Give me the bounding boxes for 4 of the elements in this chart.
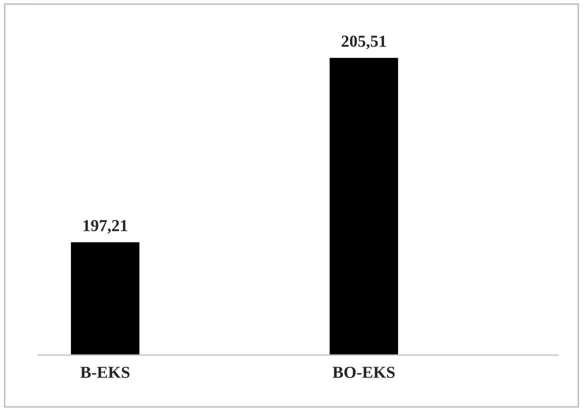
data-label: 205,51 [342, 36, 386, 50]
data-label: 197,21 [84, 220, 128, 234]
x-tick-label: BO-EKS [332, 366, 395, 378]
x-tick-label: B-EKS [80, 366, 130, 378]
